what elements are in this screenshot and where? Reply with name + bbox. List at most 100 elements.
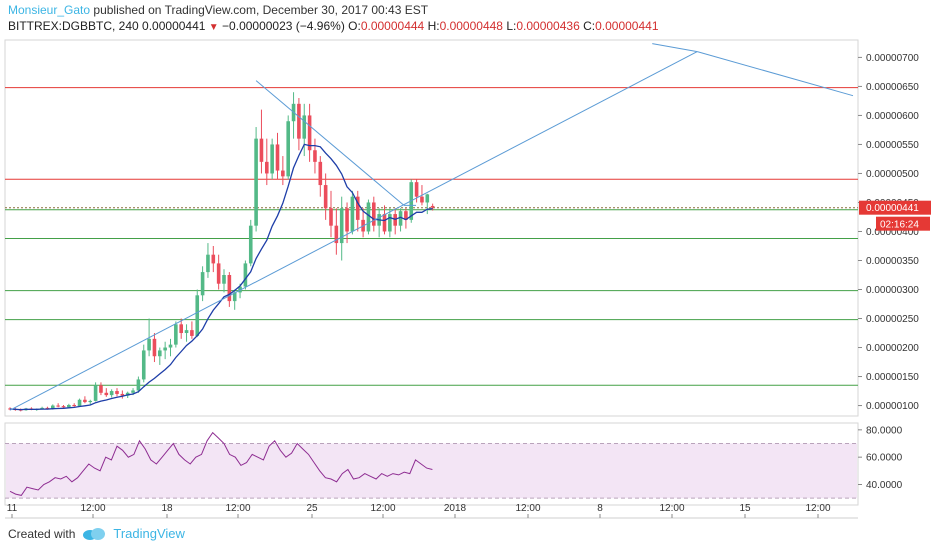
candle-body <box>297 103 301 139</box>
upper-trendline-right <box>697 51 854 97</box>
candle-body <box>184 330 189 334</box>
candle-body <box>109 391 114 396</box>
price-tick-label: 0.00000400 <box>866 227 919 238</box>
footer: Created with TradingView <box>8 526 185 541</box>
symbol-label: BITTREX:DGBBTC, 240 <box>8 19 139 33</box>
candle-body <box>141 350 146 380</box>
candle-body <box>83 399 87 403</box>
candle-body <box>323 185 328 209</box>
price-tick-label: 0.00000100 <box>866 401 919 412</box>
candle-body <box>388 214 392 232</box>
candle-body <box>404 211 408 220</box>
candle-body <box>200 272 205 296</box>
price-tick-label: 0.00000300 <box>866 285 919 296</box>
rsi-pane-frame <box>4 422 859 506</box>
change-value: −0.00000023 (−4.96%) <box>222 19 345 33</box>
time-tick-label: 11 <box>7 503 18 514</box>
candle-body <box>56 405 60 407</box>
time-tick-label: 2018 <box>444 503 467 514</box>
candle-body <box>259 138 264 162</box>
candle-body <box>88 400 93 403</box>
candle-body <box>93 385 98 401</box>
price-tick-label: 0.00000500 <box>866 169 919 180</box>
candle-body <box>265 161 269 174</box>
tradingview-brand[interactable]: TradingView <box>113 526 185 541</box>
candle-body <box>398 211 403 226</box>
candle-body <box>350 196 355 232</box>
price-tick-label: 0.00000350 <box>866 256 919 267</box>
created-with-label: Created with <box>8 526 76 541</box>
price-tick-label: 0.00000650 <box>866 82 919 93</box>
candle-body <box>382 214 387 232</box>
candle-body <box>174 324 178 345</box>
time-tick-label: 12:00 <box>80 503 105 514</box>
down-arrow-icon: ▼ <box>208 22 219 33</box>
candle-body <box>313 150 317 162</box>
candle-body <box>72 404 76 407</box>
candle-body <box>345 208 349 232</box>
candle-body <box>248 225 253 264</box>
candle-body <box>227 275 232 302</box>
rising-trendline <box>9 51 698 411</box>
high-label: H: <box>427 19 440 33</box>
time-tick-label: 25 <box>306 503 318 514</box>
price-tick-label: 0.00000700 <box>866 53 919 64</box>
upper-trendline-left <box>652 43 698 53</box>
candle-body <box>430 205 435 208</box>
candle-body <box>355 196 360 220</box>
candle-body <box>275 144 280 171</box>
candle-body <box>243 263 248 287</box>
candle-body <box>120 393 125 396</box>
author-link[interactable]: Monsieur_Gato <box>8 3 91 17</box>
candle-body <box>334 225 339 244</box>
candle-body <box>222 275 226 284</box>
candle-body <box>425 194 430 203</box>
candle-body <box>216 263 221 284</box>
candle-body <box>372 202 376 226</box>
candle-body <box>51 405 55 410</box>
price-tick-label: 0.00000550 <box>866 140 919 151</box>
candle-body <box>190 330 194 336</box>
candle-body <box>286 121 290 177</box>
candle-body <box>270 144 274 174</box>
candle-body <box>163 347 167 351</box>
close-value: 0.00000441 <box>595 19 659 33</box>
candle-body <box>8 408 12 410</box>
candle-body <box>281 170 285 177</box>
rsi-tick-label: 60.0000 <box>866 453 903 464</box>
countdown-label: 02:16:24 <box>880 220 919 231</box>
rsi-band-fill <box>6 443 857 499</box>
candle-body <box>339 208 344 244</box>
rsi-tick-label: 80.0000 <box>866 425 903 436</box>
candle-body <box>211 254 216 264</box>
candle-body <box>318 161 323 186</box>
candle-body <box>115 391 119 394</box>
publish-header: Monsieur_Gato published on TradingView.c… <box>8 3 428 17</box>
candle-body <box>61 406 66 408</box>
low-value: 0.00000436 <box>516 19 580 33</box>
last-price-badge-label: 0.00000441 <box>866 203 919 214</box>
price-tick-label: 0.00000150 <box>866 372 919 383</box>
moving-average-line <box>9 143 433 411</box>
last-price: 0.00000441 <box>142 19 206 33</box>
time-tick-label: 8 <box>597 503 603 514</box>
tradingview-logo-icon <box>83 527 106 540</box>
candle-body <box>99 385 103 393</box>
time-tick-label: 15 <box>739 503 751 514</box>
candle-body <box>158 350 162 357</box>
candle-body <box>366 202 371 232</box>
high-value: 0.00000448 <box>439 19 503 33</box>
time-tick-label: 18 <box>161 503 173 514</box>
candle-body <box>77 399 82 407</box>
time-tick-label: 12:00 <box>225 503 250 514</box>
candle-body <box>168 344 173 348</box>
candle-body <box>238 286 242 293</box>
candle-body <box>414 182 419 197</box>
price-tick-label: 0.00000250 <box>866 314 919 325</box>
close-label: C: <box>583 19 596 33</box>
last-price-badge <box>859 200 931 215</box>
price-tick-label: 0.00000600 <box>866 111 919 122</box>
candle-body <box>104 392 109 396</box>
time-tick-label: 12:00 <box>805 503 830 514</box>
